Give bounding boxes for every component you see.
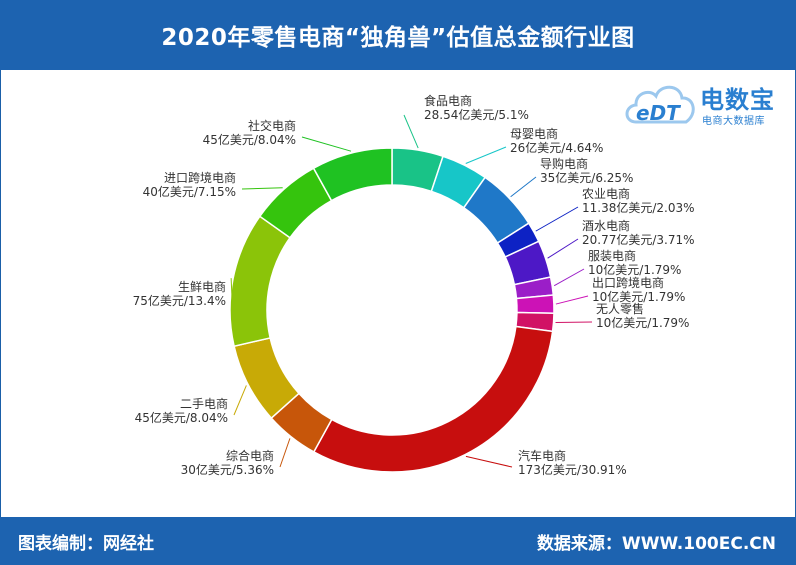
slice-value-label: 30亿美元/5.36% (181, 462, 274, 477)
slice-value-label: 26亿美元/4.64% (510, 140, 603, 155)
leader-line-服装电商 (553, 268, 585, 287)
logo-brand-text: 电数宝 (700, 86, 775, 114)
slice-value-label: 10亿美元/1.79% (596, 315, 689, 330)
brand-logo: eDT 电数宝 电商大数据库 (622, 74, 787, 134)
slice-name-label: 酒水电商 (582, 218, 630, 233)
leader-line-食品电商 (403, 114, 419, 149)
leader-line-综合电商 (279, 438, 291, 468)
slice-value-label: 45亿美元/8.04% (135, 410, 228, 425)
slice-name-label: 无人零售 (596, 301, 644, 316)
slice-value-label: 173亿美元/30.91% (518, 462, 627, 477)
leader-line-出口跨境电商 (555, 295, 589, 305)
slice-name-label: 服装电商 (588, 248, 636, 263)
leader-line-生鲜电商 (230, 278, 233, 299)
slice-name-label: 进口跨境电商 (164, 170, 236, 185)
slice-value-label: 20.77亿美元/3.71% (582, 232, 695, 247)
slice-name-label: 导购电商 (540, 156, 588, 171)
slice-社交电商 (312, 147, 393, 202)
slice-name-label: 综合电商 (226, 448, 274, 463)
slice-value-label: 75亿美元/13.4% (133, 293, 226, 308)
leader-line-农业电商 (535, 206, 579, 232)
slice-name-label: 汽车电商 (518, 448, 566, 463)
slice-value-label: 10亿美元/1.79% (592, 289, 685, 304)
slice-name-label: 二手电商 (180, 396, 228, 411)
slice-name-label: 社交电商 (248, 118, 296, 133)
slice-name-label: 生鲜电商 (178, 279, 226, 294)
slice-value-label: 28.54亿美元/5.1% (424, 107, 529, 122)
leader-line-酒水电商 (547, 238, 579, 259)
slice-value-label: 11.38亿美元/2.03% (582, 200, 695, 215)
slice-name-label: 母婴电商 (510, 126, 558, 141)
slice-生鲜电商 (229, 215, 292, 348)
leader-line-母婴电商 (465, 146, 507, 164)
slice-汽车电商 (312, 325, 554, 473)
leader-line-二手电商 (233, 385, 247, 416)
leader-line-进口跨境电商 (241, 187, 283, 190)
leader-line-社交电商 (301, 136, 352, 152)
leader-line-导购电商 (510, 176, 537, 198)
slice-value-label: 10亿美元/1.79% (588, 262, 681, 277)
logo-mark: eDT (636, 101, 681, 125)
chart-title: 2020年零售电商“独角兽”估值总金额行业图 (0, 0, 796, 70)
slice-value-label: 45亿美元/8.04% (203, 132, 296, 147)
slice-name-label: 农业电商 (582, 186, 630, 201)
slice-value-label: 40亿美元/7.15% (143, 184, 236, 199)
leader-line-汽车电商 (465, 455, 513, 468)
slice-出口跨境电商 (515, 294, 555, 314)
slice-value-label: 35亿美元/6.25% (540, 170, 633, 185)
logo-sub-text: 电商大数据库 (702, 116, 765, 127)
footer-bar: 图表编制：网经社 数据来源：WWW.100EC.CN (0, 517, 796, 565)
footer-compiler: 图表编制：网经社 (18, 534, 154, 554)
slice-name-label: 出口跨境电商 (592, 275, 664, 290)
slice-name-label: 食品电商 (424, 93, 472, 108)
footer-source: 数据来源：WWW.100EC.CN (536, 534, 776, 554)
cloud-logo-icon: eDT (625, 85, 695, 125)
